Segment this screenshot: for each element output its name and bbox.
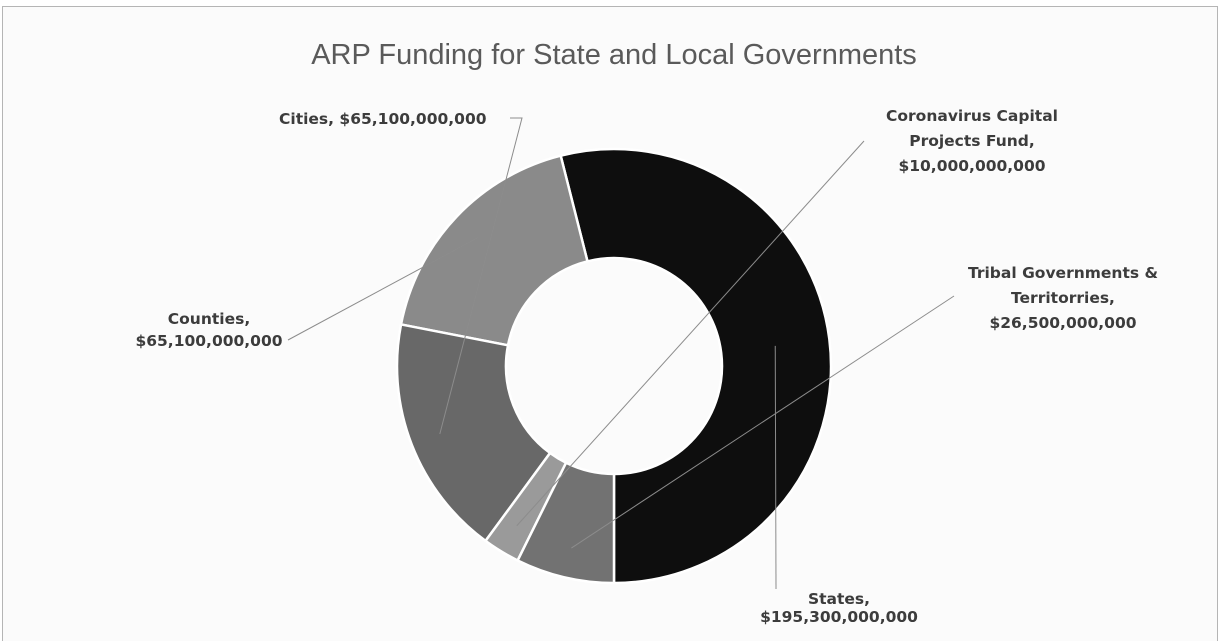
donut-slices [395,147,833,585]
data-label-counties: Counties, $65,100,000,000 [135,310,282,350]
slice-tribal-governments-territorries [516,461,616,585]
slice-counties [399,154,589,347]
leader-line-counties [287,237,479,341]
chart-title: ARP Funding for State and Local Governme… [311,39,917,71]
data-labels: States, $195,300,000,000 Counties, $65,100,… [135,107,1158,626]
label-leader-lines [287,117,955,590]
data-label-cities: Cities, $65,100,000,000 [279,110,487,128]
leader-line-cities [439,117,523,435]
leader-line-coronavirus-capital-projects-fund [516,140,865,527]
data-label-tribal-governments-territorries: Tribal Governments & Territorries, $26,500… [968,264,1158,332]
leader-line-tribal-governments-territorries [571,295,955,549]
data-label-states: States, $195,300,000,000 [760,590,918,626]
data-label-coronavirus-capital-projects-fund: Coronavirus Capital Projects Fund, $10,000… [886,107,1058,175]
slice-cities [395,323,552,543]
leader-line-states [774,345,777,590]
slice-states [559,147,833,585]
